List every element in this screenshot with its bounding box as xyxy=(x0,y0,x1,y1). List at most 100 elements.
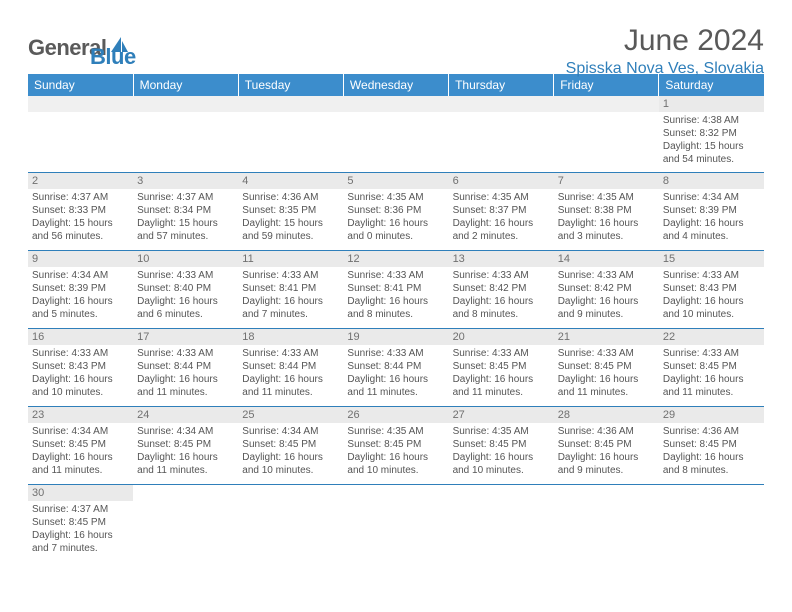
daylight-text: and 7 minutes. xyxy=(32,542,129,555)
sunrise-text: Sunrise: 4:34 AM xyxy=(137,425,234,438)
sunrise-text: Sunrise: 4:35 AM xyxy=(347,191,444,204)
calendar-day-cell xyxy=(133,484,238,562)
daylight-text: and 0 minutes. xyxy=(347,230,444,243)
sunset-text: Sunset: 8:37 PM xyxy=(453,204,550,217)
daylight-text: Daylight: 16 hours xyxy=(558,295,655,308)
calendar-table: Sunday Monday Tuesday Wednesday Thursday… xyxy=(28,74,764,562)
sunset-text: Sunset: 8:45 PM xyxy=(137,438,234,451)
sunset-text: Sunset: 8:36 PM xyxy=(347,204,444,217)
calendar-day-cell: 27Sunrise: 4:35 AMSunset: 8:45 PMDayligh… xyxy=(449,406,554,484)
sunset-text: Sunset: 8:45 PM xyxy=(32,438,129,451)
daylight-text: and 11 minutes. xyxy=(663,386,760,399)
daylight-text: and 59 minutes. xyxy=(242,230,339,243)
calendar-week-row: 1Sunrise: 4:38 AMSunset: 8:32 PMDaylight… xyxy=(28,96,764,172)
sunrise-text: Sunrise: 4:36 AM xyxy=(558,425,655,438)
day-number: 16 xyxy=(28,329,133,345)
calendar-day-cell: 24Sunrise: 4:34 AMSunset: 8:45 PMDayligh… xyxy=(133,406,238,484)
daylight-text: and 11 minutes. xyxy=(242,386,339,399)
calendar-day-cell: 7 Sunrise: 4:35 AMSunset: 8:38 PMDaylight… xyxy=(554,172,659,250)
title-block: June 2024 Spisska Nova Ves, Slovakia xyxy=(566,24,764,82)
col-wednesday: Wednesday xyxy=(343,74,448,96)
sunrise-text: Sunrise: 4:37 AM xyxy=(137,191,234,204)
calendar-day-cell: 29 Sunrise: 4:36 AMSunset: 8:45 PMDayligh… xyxy=(659,406,764,484)
daylight-text: and 10 minutes. xyxy=(32,386,129,399)
day-number: 4 xyxy=(238,173,343,189)
sunrise-text: Sunrise: 4:33 AM xyxy=(347,347,444,360)
calendar-day-cell xyxy=(238,96,343,172)
daylight-text: Daylight: 16 hours xyxy=(32,373,129,386)
sunset-text: Sunset: 8:35 PM xyxy=(242,204,339,217)
calendar-day-cell: 28Sunrise: 4:36 AMSunset: 8:45 PMDayligh… xyxy=(554,406,659,484)
sunrise-text: Sunrise: 4:33 AM xyxy=(242,347,339,360)
sunset-text: Sunset: 8:34 PM xyxy=(137,204,234,217)
calendar-day-cell: 10Sunrise: 4:33 AMSunset: 8:40 PMDayligh… xyxy=(133,250,238,328)
daylight-text: and 8 minutes. xyxy=(663,464,760,477)
sunset-text: Sunset: 8:45 PM xyxy=(663,360,760,373)
daylight-text: Daylight: 16 hours xyxy=(242,451,339,464)
daylight-text: and 3 minutes. xyxy=(558,230,655,243)
calendar-day-cell xyxy=(554,96,659,172)
col-monday: Monday xyxy=(133,74,238,96)
daylight-text: Daylight: 15 hours xyxy=(32,217,129,230)
calendar-page: General June 2024 Spisska Nova Ves, Slov… xyxy=(0,0,792,572)
sunset-text: Sunset: 8:43 PM xyxy=(32,360,129,373)
day-number: 7 xyxy=(554,173,659,189)
calendar-day-cell: 30Sunrise: 4:37 AMSunset: 8:45 PMDayligh… xyxy=(28,484,133,562)
daylight-text: Daylight: 16 hours xyxy=(663,295,760,308)
sunset-text: Sunset: 8:32 PM xyxy=(663,127,760,140)
daylight-text: Daylight: 16 hours xyxy=(663,373,760,386)
daylight-text: and 11 minutes. xyxy=(137,464,234,477)
day-number: 29 xyxy=(659,407,764,423)
day-number: 6 xyxy=(449,173,554,189)
calendar-day-cell: 4Sunrise: 4:36 AMSunset: 8:35 PMDaylight… xyxy=(238,172,343,250)
col-sunday: Sunday xyxy=(28,74,133,96)
sunrise-text: Sunrise: 4:35 AM xyxy=(453,425,550,438)
sunset-text: Sunset: 8:39 PM xyxy=(663,204,760,217)
daylight-text: Daylight: 16 hours xyxy=(558,217,655,230)
calendar-day-cell: 13Sunrise: 4:33 AMSunset: 8:42 PMDayligh… xyxy=(449,250,554,328)
sunset-text: Sunset: 8:45 PM xyxy=(347,438,444,451)
calendar-day-cell: 17Sunrise: 4:33 AMSunset: 8:44 PMDayligh… xyxy=(133,328,238,406)
daylight-text: and 10 minutes. xyxy=(453,464,550,477)
sunrise-text: Sunrise: 4:36 AM xyxy=(663,425,760,438)
sunset-text: Sunset: 8:38 PM xyxy=(558,204,655,217)
daylight-text: and 10 minutes. xyxy=(242,464,339,477)
calendar-day-cell: 16Sunrise: 4:33 AMSunset: 8:43 PMDayligh… xyxy=(28,328,133,406)
calendar-day-cell xyxy=(28,96,133,172)
empty-daynum xyxy=(28,96,133,112)
sunrise-text: Sunrise: 4:35 AM xyxy=(558,191,655,204)
sunset-text: Sunset: 8:45 PM xyxy=(663,438,760,451)
sunset-text: Sunset: 8:45 PM xyxy=(558,438,655,451)
sunrise-text: Sunrise: 4:33 AM xyxy=(453,347,550,360)
daylight-text: Daylight: 16 hours xyxy=(663,217,760,230)
daylight-text: and 5 minutes. xyxy=(32,308,129,321)
month-title: June 2024 xyxy=(566,24,764,58)
calendar-day-cell: 14Sunrise: 4:33 AMSunset: 8:42 PMDayligh… xyxy=(554,250,659,328)
sunrise-text: Sunrise: 4:33 AM xyxy=(558,269,655,282)
day-number: 19 xyxy=(343,329,448,345)
empty-daynum xyxy=(554,96,659,112)
day-number: 2 xyxy=(28,173,133,189)
daylight-text: Daylight: 16 hours xyxy=(32,529,129,542)
day-number: 28 xyxy=(554,407,659,423)
daylight-text: and 8 minutes. xyxy=(347,308,444,321)
sunset-text: Sunset: 8:42 PM xyxy=(558,282,655,295)
calendar-day-cell: 12Sunrise: 4:33 AMSunset: 8:41 PMDayligh… xyxy=(343,250,448,328)
calendar-day-cell xyxy=(449,484,554,562)
day-number: 18 xyxy=(238,329,343,345)
day-number: 23 xyxy=(28,407,133,423)
sunset-text: Sunset: 8:40 PM xyxy=(137,282,234,295)
sunrise-text: Sunrise: 4:38 AM xyxy=(663,114,760,127)
daylight-text: Daylight: 16 hours xyxy=(663,451,760,464)
daylight-text: and 11 minutes. xyxy=(32,464,129,477)
daylight-text: Daylight: 16 hours xyxy=(242,373,339,386)
sunset-text: Sunset: 8:33 PM xyxy=(32,204,129,217)
daylight-text: and 8 minutes. xyxy=(453,308,550,321)
daylight-text: Daylight: 15 hours xyxy=(242,217,339,230)
calendar-week-row: 2Sunrise: 4:37 AMSunset: 8:33 PMDaylight… xyxy=(28,172,764,250)
sunrise-text: Sunrise: 4:37 AM xyxy=(32,191,129,204)
daylight-text: Daylight: 16 hours xyxy=(453,217,550,230)
sunrise-text: Sunrise: 4:34 AM xyxy=(32,269,129,282)
daylight-text: and 10 minutes. xyxy=(347,464,444,477)
daylight-text: Daylight: 16 hours xyxy=(137,295,234,308)
